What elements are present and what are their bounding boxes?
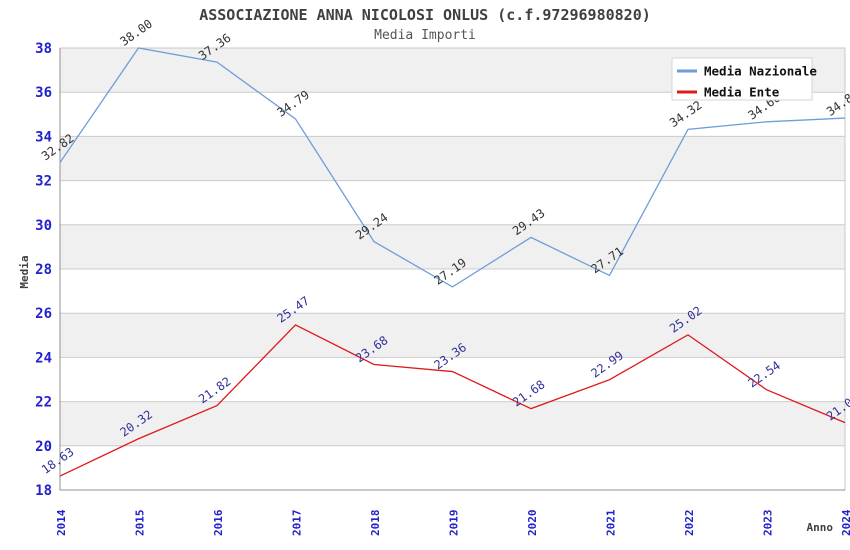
plot-band (60, 401, 845, 446)
y-axis-title: Media (18, 255, 31, 288)
series-lines (59, 47, 846, 477)
x-tick-labels: 2014 2015 2016 2017 2018 2019 2020 2021 2022 2023… (55, 509, 850, 536)
gridlines (60, 47, 845, 491)
chart-subtitle: Media Importi (374, 28, 476, 43)
y-tick-label: 30 (35, 218, 52, 234)
legend-label: Media Ente (704, 85, 780, 100)
plot-band (60, 224, 845, 269)
chart-title: ASSOCIAZIONE ANNA NICOLOSI ONLUS (c.f.97… (199, 6, 651, 24)
plot-band (60, 136, 845, 181)
y-tick-label: 20 (35, 439, 52, 455)
x-tick-label: 2015 (134, 510, 147, 537)
x-tick-label: 2019 (448, 510, 461, 537)
legend-label: Media Nazionale (704, 64, 817, 79)
x-tick-label: 2017 (291, 510, 304, 537)
x-tick-label: 2014 (55, 509, 68, 536)
y-tick-label: 18 (35, 483, 52, 499)
plot-frame (59, 47, 846, 491)
point-label: 22.54 (745, 358, 783, 390)
point-label: 34.32 (667, 98, 705, 130)
x-tick-label: 2023 (762, 510, 775, 537)
x-tick-label: 2022 (683, 510, 696, 537)
plot-bands (60, 48, 845, 446)
y-tick-label: 24 (35, 350, 52, 366)
plot-band (60, 313, 845, 358)
y-tick-label: 36 (35, 85, 52, 101)
y-tick-label: 38 (35, 41, 52, 57)
series-line-media-nazionale (59, 47, 846, 288)
x-tick-label: 2020 (526, 510, 539, 537)
x-tick-label: 2016 (212, 509, 225, 536)
y-tick-label: 28 (35, 262, 52, 278)
y-tick-label: 22 (35, 395, 52, 411)
y-tick-label: 32 (35, 174, 52, 190)
point-label: 38.00 (117, 17, 155, 49)
x-tick-label: 2024 (840, 509, 850, 536)
x-axis-title: Anno (807, 521, 834, 534)
legend: Media Nazionale Media Ente (671, 57, 817, 101)
y-tick-label: 34 (35, 129, 52, 145)
x-tick-label: 2018 (369, 510, 382, 537)
series-line-media-ente (59, 324, 846, 477)
x-tick-label: 2021 (605, 509, 618, 536)
y-tick-labels: 18 20 22 24 26 28 30 32 34 36 38 (35, 41, 52, 499)
y-tick-label: 26 (35, 306, 52, 322)
